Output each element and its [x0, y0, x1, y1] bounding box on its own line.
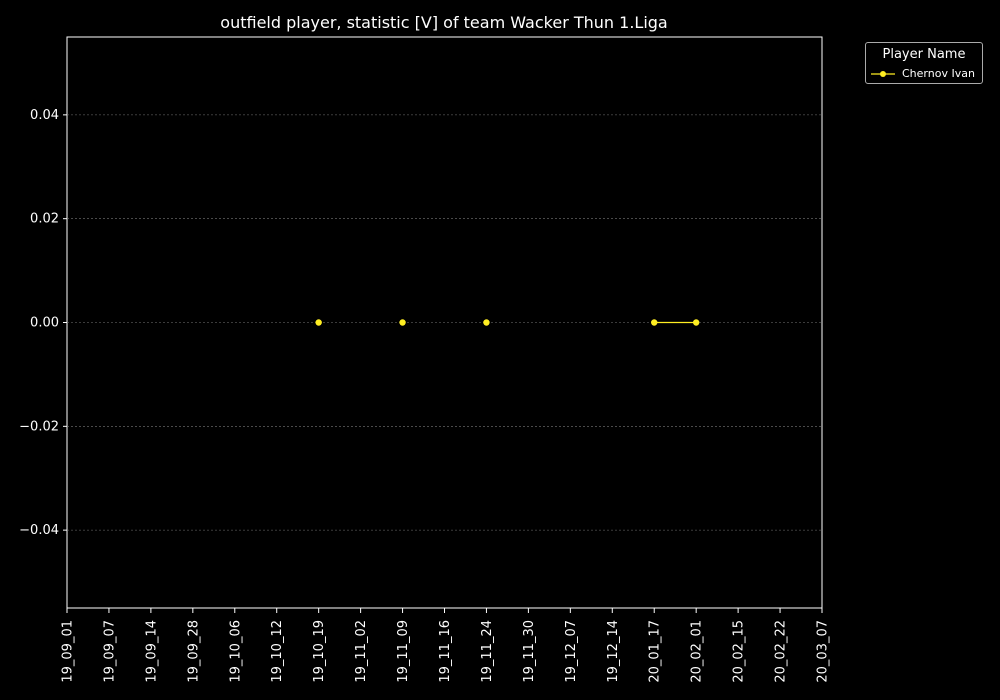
x-tick-label: 19_11_02	[354, 620, 369, 683]
y-tick-label: 0.04	[30, 108, 59, 123]
data-point	[483, 319, 490, 326]
chart-title: outfield player, statistic [V] of team W…	[220, 13, 667, 32]
x-tick-label: 19_10_19	[312, 620, 327, 683]
x-tick-label: 19_09_28	[186, 620, 201, 683]
x-tick-label: 19_09_07	[102, 620, 117, 683]
legend-entry: Chernov Ivan	[870, 67, 982, 81]
x-tick-label: 19_11_16	[438, 620, 453, 683]
x-tick-label: 19_09_01	[61, 620, 76, 683]
x-tick-label: 19_12_07	[564, 620, 579, 683]
x-tick-label: 20_02_15	[732, 620, 747, 683]
x-tick-label: 20_02_01	[690, 620, 705, 683]
data-point	[651, 319, 658, 326]
x-tick-label: 19_10_12	[270, 620, 285, 683]
grid-lines	[67, 114, 822, 531]
y-tick-label: −0.04	[19, 523, 59, 538]
data-point	[315, 319, 322, 326]
series-layer	[315, 319, 700, 326]
legend-label: Chernov Ivan	[902, 67, 975, 80]
data-point	[692, 319, 700, 326]
x-tick-label: 19_09_14	[144, 620, 159, 683]
y-tick-label: −0.02	[19, 419, 59, 434]
y-tick-label: 0.00	[30, 316, 59, 331]
legend-title: Player Name	[882, 47, 966, 62]
x-tick-label: 19_10_06	[228, 620, 243, 683]
x-tick-label: 20_03_07	[816, 620, 831, 683]
legend-swatch-icon	[871, 71, 895, 77]
x-axis: 19_09_01 19_09_07 19_09_14 19_09_28 19_10_06…	[61, 608, 831, 683]
y-axis: 0.04 0.02 0.00 −0.02 −0.04	[19, 108, 67, 538]
x-tick-label: 19_11_30	[522, 620, 537, 683]
x-tick-label: 19_11_09	[396, 620, 411, 683]
data-point	[399, 319, 406, 326]
x-tick-label: 20_02_22	[774, 620, 789, 683]
x-tick-label: 19_12_14	[606, 620, 621, 683]
y-tick-label: 0.02	[30, 212, 59, 227]
legend: Player Name Chernov Ivan	[865, 42, 983, 84]
x-tick-label: 20_01_17	[648, 620, 663, 683]
x-tick-label: 19_11_24	[480, 620, 495, 683]
